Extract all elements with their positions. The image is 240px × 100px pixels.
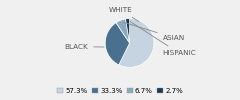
Text: BLACK: BLACK bbox=[64, 44, 104, 50]
Text: WHITE: WHITE bbox=[109, 7, 139, 22]
Wedge shape bbox=[116, 19, 130, 43]
Wedge shape bbox=[126, 19, 130, 43]
Wedge shape bbox=[119, 19, 154, 67]
Text: ASIAN: ASIAN bbox=[124, 22, 185, 41]
Legend: 57.3%, 33.3%, 6.7%, 2.7%: 57.3%, 33.3%, 6.7%, 2.7% bbox=[54, 85, 186, 96]
Wedge shape bbox=[105, 23, 130, 65]
Text: HISPANIC: HISPANIC bbox=[130, 21, 196, 56]
